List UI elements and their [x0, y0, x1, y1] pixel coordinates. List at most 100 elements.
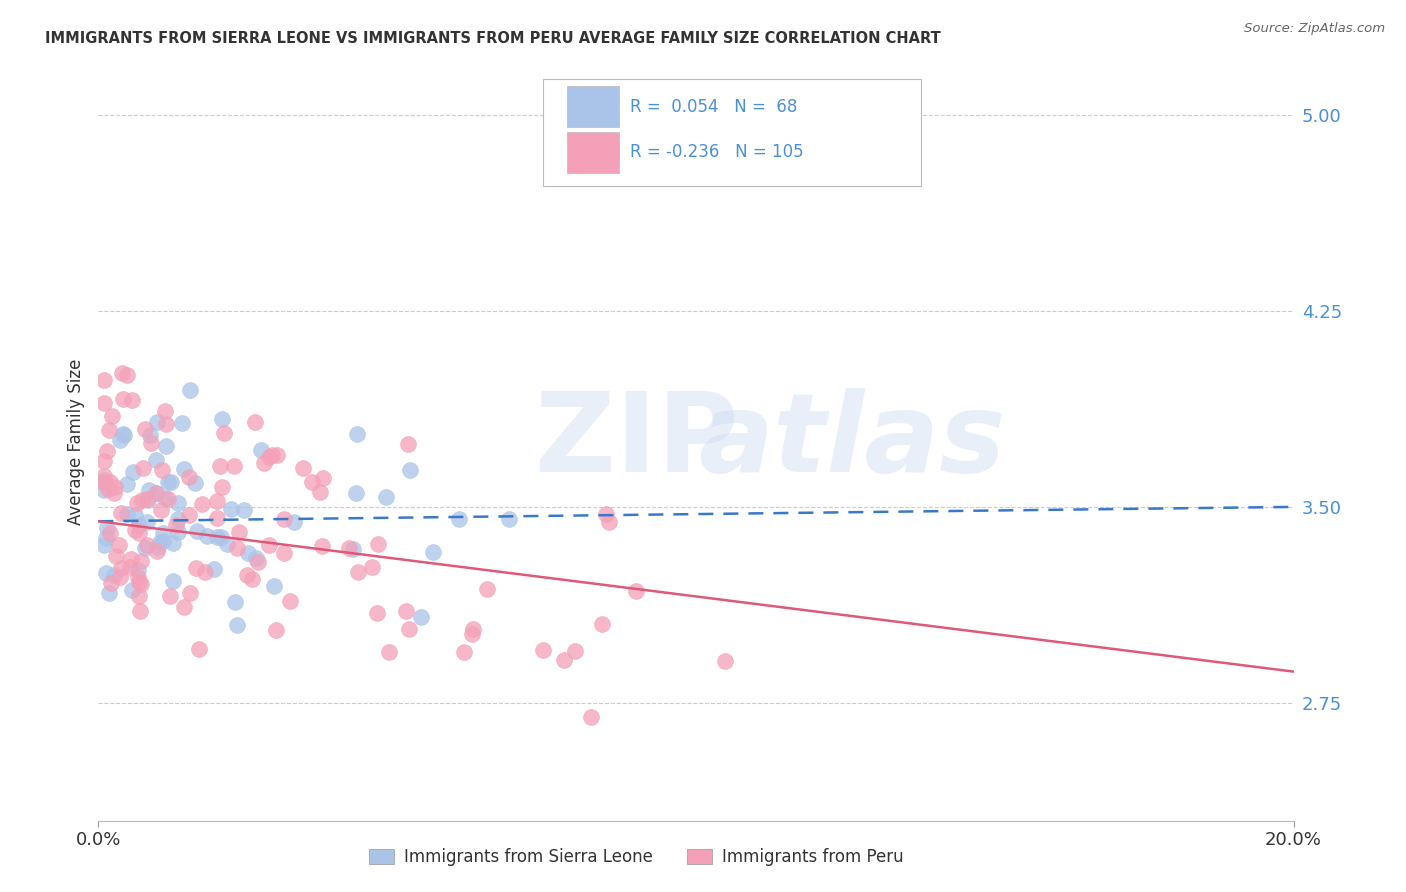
Point	[595, 507, 617, 521]
Point	[263, 579, 285, 593]
Point	[179, 585, 201, 599]
Point	[145, 486, 167, 500]
Point	[226, 541, 249, 555]
Point	[103, 486, 125, 500]
Point	[167, 496, 190, 510]
Point	[129, 577, 152, 591]
Point	[135, 492, 157, 507]
Point	[378, 645, 401, 659]
Point	[553, 653, 575, 667]
Point	[96, 444, 118, 458]
Point	[240, 572, 263, 586]
Point	[134, 422, 156, 436]
Point	[153, 491, 176, 506]
Point	[205, 511, 228, 525]
Point	[278, 593, 301, 607]
Point	[155, 439, 177, 453]
Point	[188, 642, 211, 657]
Y-axis label: Average Family Size: Average Family Size	[66, 359, 84, 524]
Point	[93, 483, 115, 497]
Point	[179, 384, 201, 398]
Point	[120, 552, 142, 566]
Point	[101, 409, 124, 423]
Point	[129, 604, 152, 618]
Point	[222, 459, 245, 474]
Point	[409, 610, 432, 624]
Point	[138, 483, 160, 497]
Point	[110, 506, 132, 520]
Point	[159, 589, 181, 603]
Point	[93, 538, 115, 552]
Text: ZIP: ZIP	[534, 388, 738, 495]
Point	[98, 525, 121, 540]
Point	[96, 566, 118, 581]
Point	[447, 511, 470, 525]
Point	[399, 463, 422, 477]
Point	[453, 645, 475, 659]
Point	[104, 549, 127, 564]
Point	[93, 476, 115, 491]
Point	[128, 575, 150, 590]
Point	[205, 494, 228, 508]
Point	[398, 622, 420, 636]
Point	[157, 475, 180, 489]
Point	[121, 583, 143, 598]
Point	[477, 582, 499, 596]
Point	[245, 550, 267, 565]
Point	[202, 562, 225, 576]
Point	[162, 574, 184, 588]
Point	[283, 515, 305, 529]
Point	[136, 537, 159, 551]
Point	[149, 535, 172, 549]
Point	[108, 538, 131, 552]
Point	[152, 533, 174, 548]
Point	[264, 624, 287, 638]
Point	[253, 456, 276, 470]
Point	[110, 570, 132, 584]
Point	[160, 475, 183, 490]
Point	[292, 461, 315, 475]
Point	[93, 468, 115, 483]
Point	[714, 654, 737, 668]
Point	[100, 576, 122, 591]
Point	[177, 508, 200, 522]
Point	[162, 535, 184, 549]
Text: IMMIGRANTS FROM SIERRA LEONE VS IMMIGRANTS FROM PERU AVERAGE FAMILY SIZE CORRELA: IMMIGRANTS FROM SIERRA LEONE VS IMMIGRAN…	[45, 31, 941, 46]
Point	[152, 526, 174, 541]
Point	[337, 541, 360, 556]
Point	[247, 555, 270, 569]
FancyBboxPatch shape	[567, 132, 620, 173]
Point	[110, 561, 132, 575]
Point	[232, 503, 254, 517]
Point	[146, 415, 169, 429]
Point	[128, 590, 150, 604]
Point	[236, 546, 259, 560]
Point	[104, 480, 127, 494]
Point	[127, 563, 149, 577]
Point	[93, 473, 115, 487]
Point	[211, 480, 233, 494]
FancyBboxPatch shape	[543, 79, 921, 186]
Point	[97, 423, 120, 437]
Point	[375, 490, 398, 504]
Point	[257, 450, 280, 464]
FancyBboxPatch shape	[567, 87, 620, 128]
Point	[245, 415, 267, 429]
Point	[170, 416, 193, 430]
Point	[361, 560, 384, 574]
Point	[273, 512, 295, 526]
Point	[498, 512, 520, 526]
Point	[141, 436, 163, 450]
Point	[120, 559, 142, 574]
Point	[97, 483, 120, 497]
Point	[177, 469, 200, 483]
Point	[173, 600, 195, 615]
Point	[312, 471, 335, 485]
Point	[149, 503, 172, 517]
Point	[367, 537, 389, 551]
Point	[208, 459, 231, 474]
Point	[134, 541, 156, 556]
Point	[396, 437, 419, 451]
Point	[186, 524, 208, 539]
Point	[115, 477, 138, 491]
